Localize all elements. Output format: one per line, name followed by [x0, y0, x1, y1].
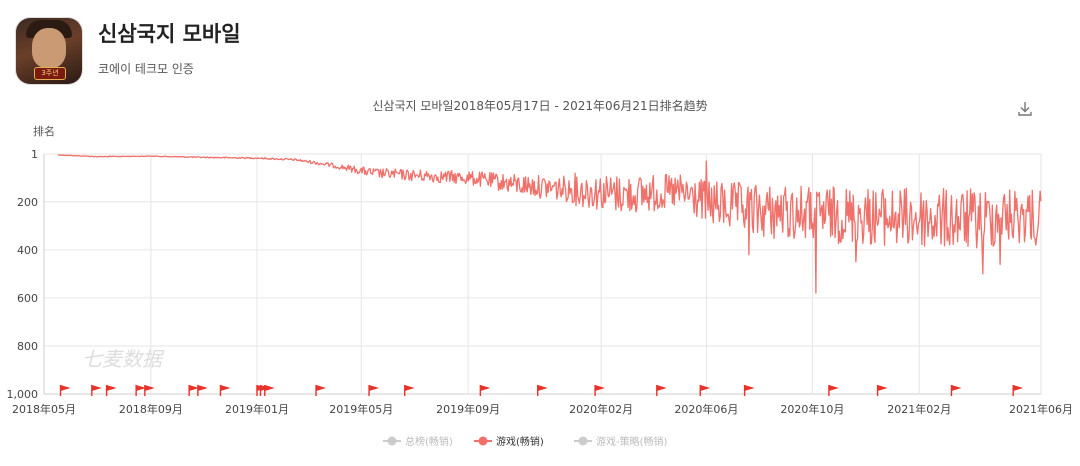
flag-icon [951, 385, 962, 391]
x-tick-label: 2020年10月 [780, 402, 844, 416]
x-tick-label: 2020年06月 [674, 402, 738, 416]
y-tick-label: 1,000 [7, 388, 39, 401]
event-flag[interactable] [404, 385, 415, 396]
event-flag[interactable] [828, 385, 839, 396]
y-tick-label: 400 [17, 244, 38, 257]
flag-icon [537, 385, 548, 391]
flag-icon [316, 385, 327, 391]
legend-item[interactable]: 游戏-策略(畅销) [574, 435, 668, 448]
x-tick-label: 2021年06月 [1009, 402, 1073, 416]
app-publisher[interactable]: 코에이 테크모 인증 [98, 62, 194, 76]
flag-icon [744, 385, 755, 391]
x-tick-label: 2021年02月 [887, 402, 951, 416]
x-tick-label: 2019年01月 [225, 402, 289, 416]
flag-icon [700, 385, 711, 391]
event-flag[interactable] [144, 385, 155, 396]
y-tick-label: 1 [31, 148, 38, 161]
event-flag[interactable] [315, 385, 327, 396]
x-tick-label: 2020年02月 [569, 402, 633, 416]
flag-icon [220, 385, 231, 391]
flag-icon [189, 385, 200, 391]
x-tick-label: 2019年09月 [436, 402, 500, 416]
flag-icon [480, 385, 491, 391]
legend-marker [387, 436, 397, 446]
flag-icon [404, 385, 415, 391]
y-tick-label: 800 [17, 340, 38, 353]
event-flag[interactable] [699, 385, 711, 396]
event-flag[interactable] [219, 385, 231, 396]
flag-icon [595, 385, 606, 391]
flag-icon [91, 385, 102, 391]
flag-icon [828, 385, 839, 391]
event-flag[interactable] [91, 385, 102, 396]
event-flag[interactable] [743, 385, 755, 396]
legend-label: 游戏-策略(畅销) [596, 435, 668, 448]
event-flag[interactable] [537, 385, 548, 396]
flag-icon [106, 385, 117, 391]
app-icon[interactable]: 3주년 [16, 18, 82, 84]
flag-icon [1013, 385, 1024, 391]
flag-icon [60, 385, 71, 391]
legend-label: 总榜(畅销) [405, 435, 453, 448]
event-flag[interactable] [479, 385, 491, 396]
event-flag[interactable] [264, 385, 275, 396]
y-tick-label: 600 [17, 292, 38, 305]
event-flag[interactable] [950, 385, 962, 396]
event-flag[interactable] [594, 385, 606, 396]
event-flag[interactable] [1012, 385, 1024, 396]
event-flag[interactable] [188, 385, 200, 396]
watermark: 七麦数据 [82, 347, 165, 371]
legend-label: 游戏(畅销) [496, 435, 544, 448]
x-tick-label: 2018年09月 [119, 402, 183, 416]
flag-icon [144, 385, 155, 391]
event-flag[interactable] [135, 385, 147, 396]
event-flag[interactable] [656, 385, 667, 396]
event-flag[interactable] [105, 385, 117, 396]
flag-icon [369, 385, 380, 391]
chart-title: 신삼국지 모바일2018年05月17日 - 2021年06月21日排名趋势 [372, 99, 708, 113]
flag-icon [136, 385, 147, 391]
flag-icon [264, 385, 275, 391]
flag-icon [877, 385, 888, 391]
legend-item[interactable]: 游戏(畅销) [474, 435, 544, 448]
series-line-game-grossing[interactable] [57, 154, 1042, 294]
y-tick-label: 200 [17, 196, 38, 209]
event-flag[interactable] [197, 385, 208, 396]
warrior-face [32, 28, 66, 68]
anniversary-badge: 3주년 [34, 67, 66, 80]
event-flag[interactable] [876, 385, 888, 396]
event-flag[interactable] [59, 385, 71, 396]
app-title: 신삼국지 모바일 [98, 22, 241, 46]
event-flag[interactable] [368, 385, 380, 396]
y-axis-label: 排名 [33, 124, 55, 138]
flag-icon [197, 385, 208, 391]
x-tick-label: 2019年05月 [329, 402, 393, 416]
flag-icon [656, 385, 667, 391]
download-icon[interactable] [1016, 100, 1034, 118]
legend-marker [478, 436, 488, 446]
x-tick-label: 2018年05月 [12, 402, 76, 416]
legend-item[interactable]: 总榜(畅销) [383, 435, 453, 448]
legend-marker [578, 436, 588, 446]
